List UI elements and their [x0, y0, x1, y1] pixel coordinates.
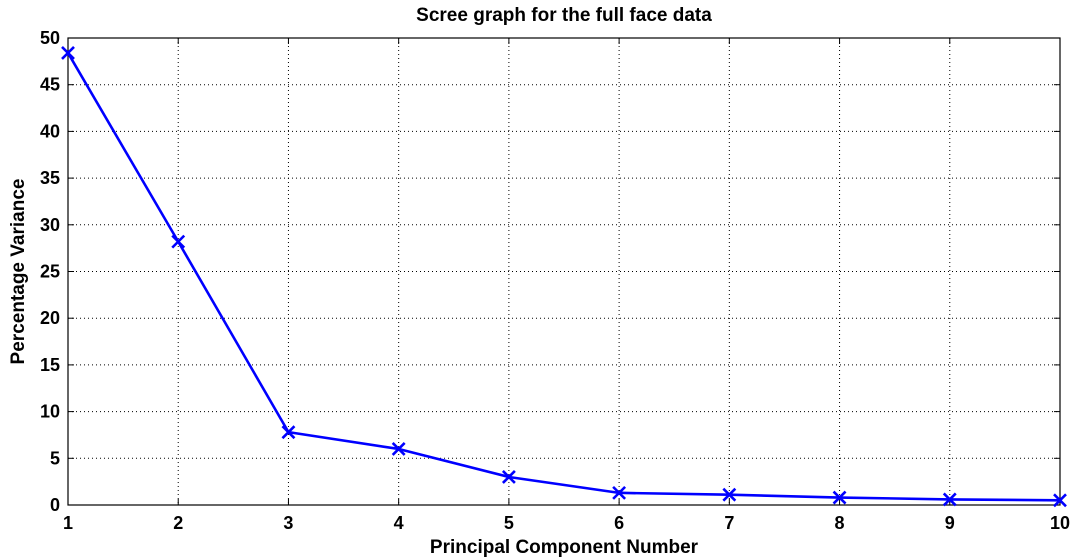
x-tick-label: 6 — [614, 513, 624, 533]
grid — [68, 38, 1060, 505]
y-axis-label: Percentage Variance — [8, 179, 29, 365]
x-tick-label: 8 — [835, 513, 845, 533]
data-point-marker — [61, 46, 75, 60]
y-tick-label: 30 — [40, 215, 60, 235]
x-tick-label: 10 — [1050, 513, 1070, 533]
chart-title: Scree graph for the full face data — [416, 5, 712, 26]
y-tick-label: 15 — [40, 355, 60, 375]
x-tick-label: 2 — [173, 513, 183, 533]
y-tick-label: 5 — [50, 448, 60, 468]
x-tick-label: 7 — [724, 513, 734, 533]
y-tick-label: 50 — [40, 28, 60, 48]
y-tick-labels: 0 5 10 15 20 25 30 35 40 45 50 — [40, 28, 60, 515]
x-tick-label: 1 — [63, 513, 73, 533]
y-tick-label: 35 — [40, 168, 60, 188]
data-point-marker — [501, 470, 516, 484]
x-tick-labels: 1 2 3 4 5 6 7 8 9 10 — [63, 513, 1070, 533]
data-point-marker — [1053, 493, 1067, 508]
data-point-marker — [722, 487, 737, 502]
x-tick-label: 3 — [283, 513, 293, 533]
data-point-marker — [612, 485, 627, 500]
data-point-marker — [281, 425, 296, 440]
data-point-marker — [832, 490, 847, 505]
series-line — [66, 52, 1061, 502]
x-tick-label: 5 — [504, 513, 514, 533]
y-tick-label: 45 — [40, 75, 60, 95]
x-axis-label: Principal Component Number — [430, 537, 699, 558]
x-tick-label: 9 — [945, 513, 955, 533]
data-point-marker — [942, 492, 957, 507]
series-layer — [61, 46, 1067, 508]
y-tick-label: 20 — [40, 308, 60, 328]
y-tick-label: 25 — [40, 262, 60, 282]
x-tick-label: 4 — [394, 513, 404, 533]
y-tick-label: 0 — [50, 495, 60, 515]
y-tick-label: 10 — [40, 402, 60, 422]
data-point-marker — [171, 234, 186, 249]
y-tick-label: 40 — [40, 121, 60, 141]
data-point-marker — [391, 442, 406, 456]
